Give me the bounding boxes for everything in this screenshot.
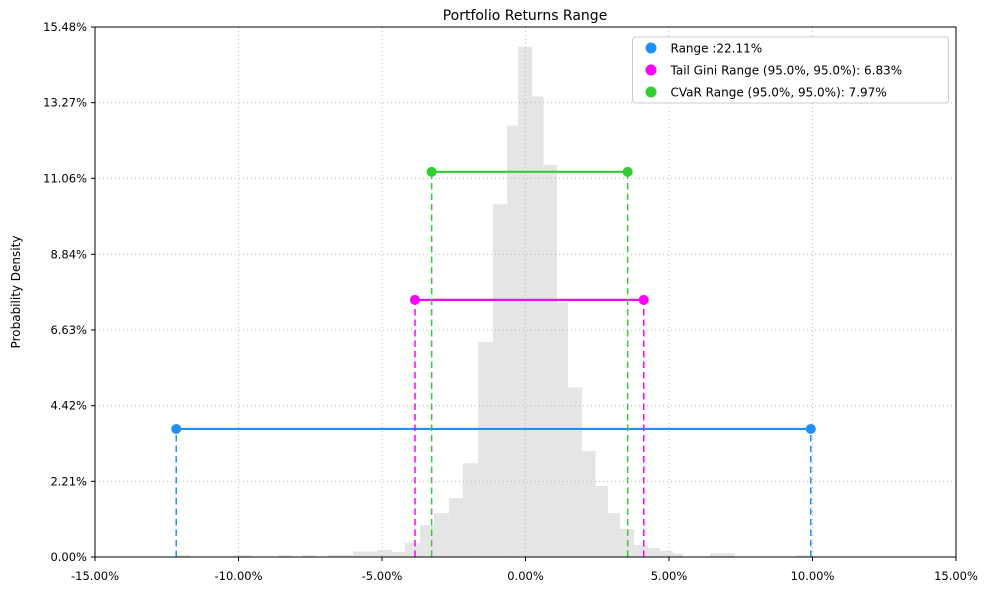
histogram-bar (710, 553, 736, 557)
tick-labels: -15.00% -10.00% -5.00% 0.00% 5.00% 10.00% 15.0… (43, 20, 978, 583)
tick-marks (91, 26, 957, 561)
chart-title: Portfolio Returns Range (443, 8, 608, 24)
histogram-bar (595, 486, 608, 557)
y-tick-label: 0.00% (50, 550, 87, 564)
x-tick-label: -15.00% (71, 569, 119, 583)
histogram-bar (567, 387, 583, 557)
x-tick-label: 0.00% (507, 569, 544, 583)
legend-label-tail-gini-range: Tail Gini Range (95.0%, 95.0%): 6.83% (670, 63, 903, 77)
histogram-bar (582, 450, 596, 557)
histogram-bar (673, 553, 684, 557)
range-marker (805, 423, 816, 434)
legend-marker-range (645, 42, 657, 54)
tail-gini-range-marker (410, 294, 421, 305)
y-tick-label: 2.21% (50, 474, 87, 488)
cvar-range-marker (622, 166, 633, 177)
x-tick-label: 5.00% (651, 569, 688, 583)
x-tick-label: 15.00% (934, 569, 978, 583)
x-tick-label: -10.00% (215, 569, 263, 583)
histogram-bar (177, 555, 190, 557)
cvar-range-marker (426, 166, 437, 177)
histogram-bar (633, 545, 649, 557)
histogram-bar (419, 525, 434, 557)
histogram-bar (328, 554, 354, 557)
histogram-bar (493, 204, 508, 557)
histogram-bar (301, 555, 317, 557)
histogram-bar (660, 550, 674, 557)
legend-marker-tail-gini-range (645, 64, 657, 76)
y-tick-label: 6.63% (50, 323, 87, 337)
y-tick-label: 15.48% (43, 20, 87, 34)
y-tick-label: 13.27% (43, 96, 87, 110)
range-lines (171, 166, 816, 557)
y-tick-label: 8.84% (50, 247, 87, 261)
histogram-bar (797, 555, 810, 557)
histogram-bars (177, 46, 810, 558)
y-tick-label: 4.42% (50, 399, 87, 413)
histogram-bar (404, 542, 420, 557)
range-marker (171, 423, 182, 434)
y-axis-label: Probability Density (9, 236, 23, 349)
histogram-bar (462, 463, 479, 557)
histogram-bar (648, 548, 661, 557)
y-tick-label: 11.06% (43, 171, 87, 185)
legend-label-cvar-range: CVaR Range (95.0%, 95.0%): 7.97% (671, 85, 887, 99)
histogram-bar (543, 164, 558, 558)
legend-marker-cvar-range (645, 86, 657, 98)
histogram-bar (478, 341, 494, 557)
legend: Range :22.11% Tail Gini Range (95.0%, 95.… (632, 36, 949, 104)
histogram-bar (233, 555, 252, 557)
histogram-bar (377, 549, 393, 557)
histogram-bar (448, 498, 463, 557)
histogram-bar (278, 555, 292, 557)
x-tick-label: -5.00% (362, 569, 403, 583)
tail-gini-range-marker (638, 294, 649, 305)
histogram-bar (353, 551, 378, 557)
histogram-bar (392, 551, 405, 557)
histogram-bar (507, 125, 519, 558)
histogram-bar (433, 513, 449, 557)
histogram-bar (607, 513, 620, 557)
histogram-bar (532, 96, 544, 557)
legend-box (632, 36, 949, 104)
x-tick-label: 10.00% (791, 569, 835, 583)
legend-label-range: Range :22.11% (671, 41, 763, 55)
